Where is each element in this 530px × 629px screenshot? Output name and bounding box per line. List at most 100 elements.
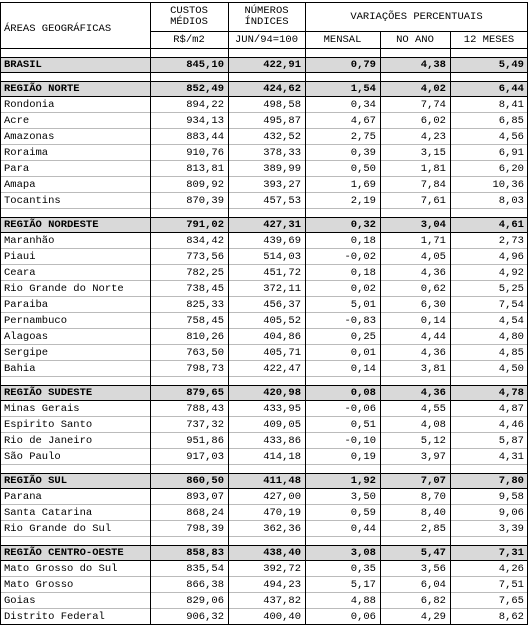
value-cell: 0,35	[350, 563, 376, 575]
row-rule	[0, 328, 528, 329]
area-name: REGIÃO SUDESTE	[4, 387, 93, 399]
value-cell: -0,83	[344, 315, 376, 327]
value-cell: 829,06	[186, 595, 224, 607]
header-rule	[150, 31, 528, 32]
value-cell: 7,31	[498, 547, 524, 559]
row-rule	[0, 192, 528, 193]
row-rule	[0, 360, 528, 361]
value-cell: 934,13	[186, 115, 224, 127]
area-name: Rio Grande do Norte	[4, 283, 124, 295]
value-cell: 4,36	[420, 387, 446, 399]
row-rule	[0, 312, 528, 313]
row-rule	[0, 112, 528, 113]
value-cell: 432,52	[263, 131, 301, 143]
column-rule	[305, 2, 306, 625]
value-cell: 6,44	[498, 83, 524, 95]
value-cell: 845,10	[186, 59, 224, 71]
value-cell: 3,50	[350, 491, 376, 503]
value-cell: 4,67	[350, 115, 376, 127]
value-cell: 951,86	[186, 435, 224, 447]
value-cell: 3,81	[420, 363, 446, 375]
value-cell: 4,05	[420, 251, 446, 263]
value-cell: 737,32	[186, 419, 224, 431]
header-cell: ÁREAS GEOGRÁFICAS	[4, 23, 112, 35]
value-cell: 1,71	[420, 235, 446, 247]
value-cell: 10,36	[492, 179, 524, 191]
value-cell: 0,08	[350, 387, 376, 399]
value-cell: 0,39	[350, 147, 376, 159]
header-cell: MÉDIOS	[170, 16, 208, 28]
value-cell: 858,83	[186, 547, 224, 559]
area-name: Rio de Janeiro	[4, 435, 93, 447]
value-cell: 422,47	[263, 363, 301, 375]
value-cell: 439,69	[263, 235, 301, 247]
value-cell: 7,74	[420, 99, 446, 111]
area-name: Rondonia	[4, 99, 55, 111]
area-name: Alagoas	[4, 331, 49, 343]
value-cell: 409,05	[263, 419, 301, 431]
value-cell: 498,58	[263, 99, 301, 111]
value-cell: 6,20	[498, 163, 524, 175]
bottom-rule	[0, 624, 528, 625]
area-name: Amazonas	[4, 131, 55, 143]
header-cell: 12 MESES	[463, 34, 515, 46]
value-cell: 8,41	[498, 99, 524, 111]
value-cell: 0,02	[350, 283, 376, 295]
header-cell: NÚMEROS	[244, 5, 289, 17]
value-cell: 809,92	[186, 179, 224, 191]
value-cell: 4,87	[498, 403, 524, 415]
value-cell: 894,22	[186, 99, 224, 111]
value-cell: 405,52	[263, 315, 301, 327]
value-cell: 4,44	[420, 331, 446, 343]
value-cell: 4,56	[498, 131, 524, 143]
value-cell: 8,40	[420, 507, 446, 519]
value-cell: 4,61	[498, 219, 524, 231]
value-cell: 433,95	[263, 403, 301, 415]
area-name: Paraiba	[4, 299, 49, 311]
value-cell: 4,46	[498, 419, 524, 431]
value-cell: 2,19	[350, 195, 376, 207]
value-cell: 5,12	[420, 435, 446, 447]
header-rule	[0, 48, 528, 49]
area-name: Amapa	[4, 179, 36, 191]
row-rule	[0, 464, 528, 465]
row-rule	[0, 416, 528, 417]
row-background	[0, 545, 528, 561]
area-name: Mato Grosso	[4, 579, 74, 591]
column-rule	[150, 2, 151, 625]
area-name: Mato Grosso do Sul	[4, 563, 118, 575]
value-cell: 773,56	[186, 251, 224, 263]
row-rule	[0, 128, 528, 129]
value-cell: 8,62	[498, 611, 524, 623]
row-rule	[0, 576, 528, 577]
row-rule	[0, 592, 528, 593]
value-cell: 860,50	[186, 475, 224, 487]
value-cell: 3,08	[350, 547, 376, 559]
value-cell: 8,70	[420, 491, 446, 503]
area-name: Bahia	[4, 363, 36, 375]
area-name: Pernambuco	[4, 315, 68, 327]
value-cell: 5,87	[498, 435, 524, 447]
value-cell: 4,55	[420, 403, 446, 415]
row-rule	[0, 520, 528, 521]
header-cell: MENSAL	[323, 34, 362, 46]
value-cell: 4,38	[420, 59, 446, 71]
value-cell: 392,72	[263, 563, 301, 575]
value-cell: 6,91	[498, 147, 524, 159]
value-cell: 0,25	[350, 331, 376, 343]
row-rule	[0, 280, 528, 281]
area-name: Espirito Santo	[4, 419, 93, 431]
value-cell: 0,14	[350, 363, 376, 375]
value-cell: 763,50	[186, 347, 224, 359]
value-cell: 4,88	[350, 595, 376, 607]
row-rule	[0, 176, 528, 177]
column-rule	[228, 2, 229, 625]
row-rule	[0, 536, 528, 537]
value-cell: 1,69	[350, 179, 376, 191]
value-cell: 870,39	[186, 195, 224, 207]
value-cell: 0,50	[350, 163, 376, 175]
value-cell: 782,25	[186, 267, 224, 279]
area-name: Goias	[4, 595, 36, 607]
value-cell: 852,49	[186, 83, 224, 95]
value-cell: 495,87	[263, 115, 301, 127]
